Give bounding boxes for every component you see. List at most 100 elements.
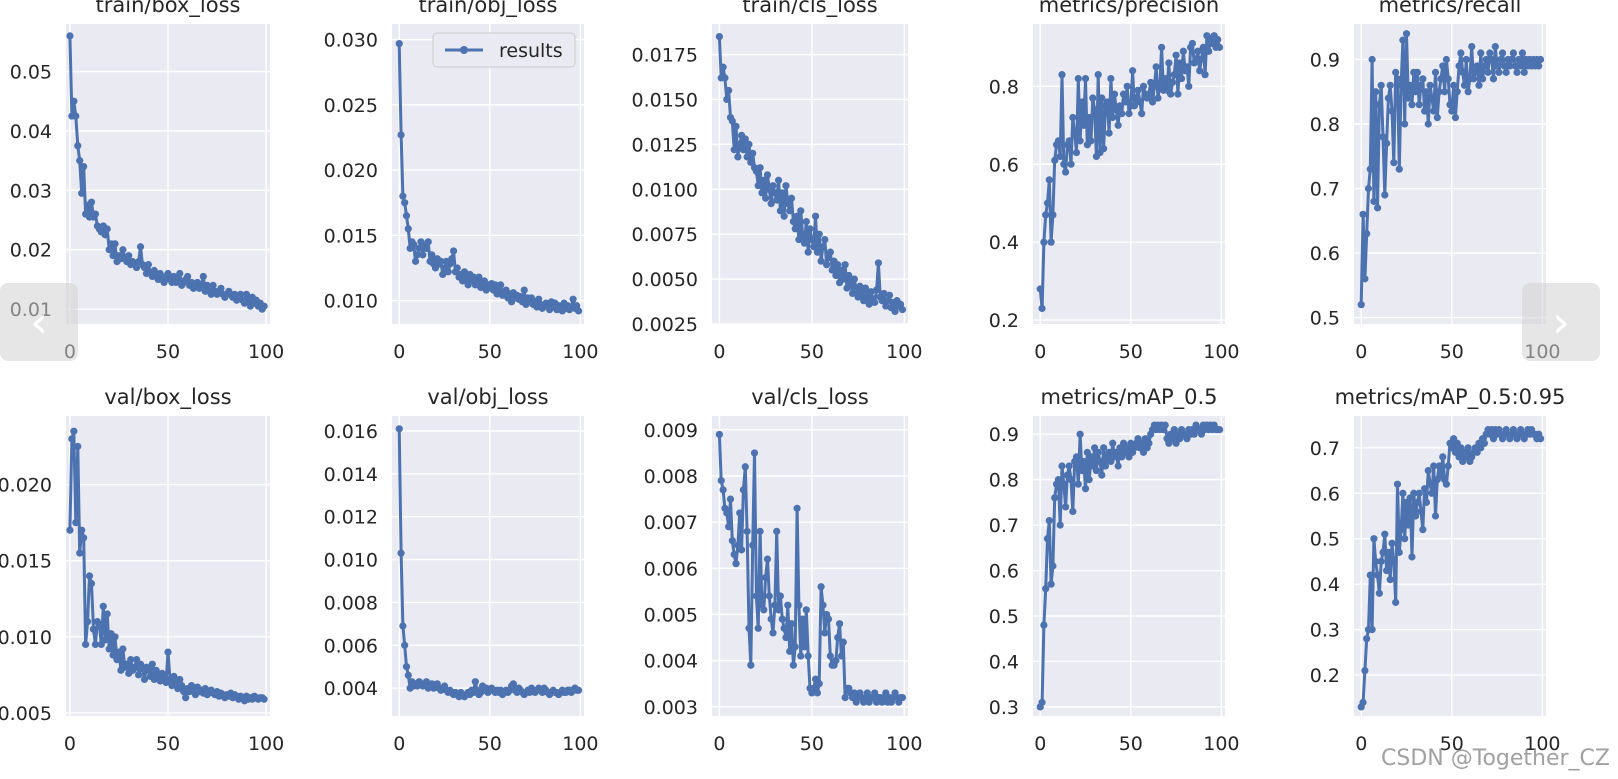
data-point <box>113 656 121 664</box>
data-point <box>111 633 119 641</box>
data-point <box>1411 512 1420 520</box>
data-point <box>1410 489 1418 497</box>
data-point <box>176 269 184 278</box>
data-point <box>1081 485 1090 493</box>
data-point <box>419 251 427 259</box>
data-point <box>1393 480 1402 488</box>
y-tick-label: 0.5 <box>1310 529 1340 551</box>
data-point <box>156 269 164 278</box>
legend-marker <box>460 46 468 54</box>
data-point <box>1464 444 1472 452</box>
y-tick-label: 0.006 <box>324 635 378 657</box>
y-tick-label: 0.8 <box>989 76 1019 98</box>
data-point <box>574 686 583 694</box>
data-point <box>242 290 251 298</box>
data-point <box>1152 63 1160 71</box>
data-point <box>103 225 111 233</box>
data-point <box>76 549 84 557</box>
data-point <box>402 212 411 220</box>
data-point <box>1110 90 1119 98</box>
subplot-title: metrics/precision <box>1039 0 1219 17</box>
data-point <box>1370 535 1378 543</box>
data-point <box>70 427 78 435</box>
data-point <box>1361 666 1369 675</box>
data-point <box>520 286 528 294</box>
data-point <box>734 153 742 161</box>
data-point <box>813 689 821 697</box>
data-point <box>395 425 403 433</box>
data-point <box>78 189 86 197</box>
data-point <box>1426 480 1434 488</box>
data-point <box>743 153 751 161</box>
data-point <box>111 240 119 248</box>
plot-area <box>1033 416 1225 716</box>
data-point <box>723 95 731 104</box>
data-point <box>1383 139 1391 147</box>
data-point <box>1468 42 1476 51</box>
data-point <box>898 306 907 314</box>
data-point <box>1489 75 1498 83</box>
data-point <box>1386 81 1394 89</box>
data-point <box>178 681 186 690</box>
data-point <box>732 560 740 568</box>
data-point <box>1377 557 1385 566</box>
next-image-button[interactable]: › <box>1522 283 1600 361</box>
data-point <box>1145 90 1153 98</box>
data-point <box>1081 74 1090 83</box>
data-point <box>1377 81 1385 89</box>
data-point <box>1430 462 1438 470</box>
data-point <box>1430 107 1438 115</box>
data-point <box>1406 81 1414 89</box>
data-point <box>80 162 88 171</box>
data-point <box>1509 49 1517 57</box>
previous-image-button[interactable]: ‹ <box>0 283 78 361</box>
data-point <box>795 601 803 609</box>
data-point <box>131 663 139 671</box>
data-point <box>800 643 809 651</box>
data-point <box>782 633 790 642</box>
data-point <box>780 624 788 632</box>
y-tick-label: 0.0125 <box>632 134 698 156</box>
data-point <box>1479 75 1487 83</box>
data-point <box>1085 113 1093 122</box>
subplot-9: 0 50 100 0.3 0.4 0.5 0.6 0.7 0.8 0.9 metrics/mAP_0… <box>989 385 1240 755</box>
data-point <box>1518 49 1527 57</box>
y-tick-label: 0.020 <box>0 475 52 497</box>
data-point <box>885 291 894 299</box>
data-point <box>741 463 749 471</box>
data-point <box>1042 585 1050 593</box>
data-point <box>786 647 794 655</box>
data-point <box>782 182 790 190</box>
data-point <box>1185 82 1193 90</box>
data-point <box>1051 156 1059 164</box>
data-point <box>411 257 420 265</box>
data-point <box>164 269 172 278</box>
data-point <box>752 592 760 600</box>
data-point <box>776 207 785 215</box>
data-point <box>858 289 866 298</box>
y-tick-label: 0.0025 <box>632 314 698 336</box>
x-tick-label: 0 <box>1034 341 1046 363</box>
data-point <box>767 615 775 623</box>
data-point <box>1431 512 1440 520</box>
plot-area <box>1033 24 1225 324</box>
data-point <box>1076 137 1084 145</box>
data-point <box>1215 43 1224 51</box>
data-point <box>1045 516 1053 525</box>
data-point <box>1150 82 1158 90</box>
y-tick-label: 0.5 <box>1310 308 1340 330</box>
data-point <box>1421 107 1429 115</box>
data-point <box>1100 444 1108 452</box>
x-tick-label: 50 <box>1119 341 1143 363</box>
data-point <box>1062 168 1070 176</box>
data-point <box>1491 42 1499 51</box>
data-point <box>784 200 792 208</box>
data-point <box>1176 59 1184 67</box>
data-point <box>1372 88 1380 96</box>
data-point <box>509 680 517 688</box>
data-point <box>119 645 127 653</box>
data-point <box>845 271 853 280</box>
data-point <box>1399 489 1407 497</box>
data-point <box>1451 113 1460 122</box>
subplot-2: 0 50 100 0.010 0.015 0.020 0.025 0.030 train/obj… <box>324 0 599 363</box>
